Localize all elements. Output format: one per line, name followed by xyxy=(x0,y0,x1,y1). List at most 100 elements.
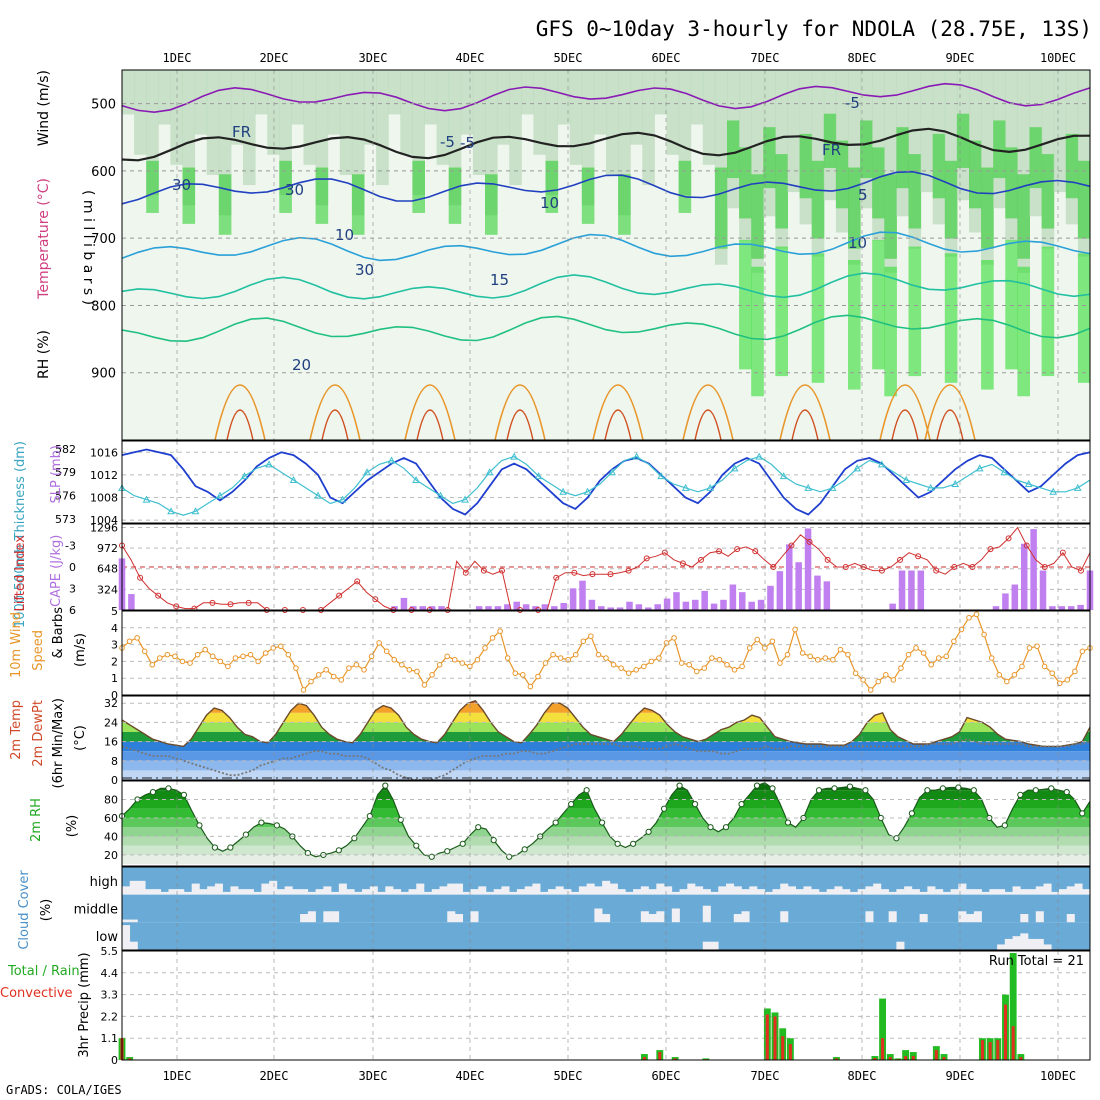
wind-speed-marker xyxy=(610,661,617,668)
lifted-marker xyxy=(951,564,958,570)
lifted-marker xyxy=(788,542,795,549)
rh-column xyxy=(884,70,897,397)
cloud-high-bar xyxy=(214,883,223,895)
wind-speed-marker xyxy=(383,648,390,655)
cloud-high-bar xyxy=(1059,889,1068,895)
rh-column xyxy=(291,70,304,125)
wind-speed-marker xyxy=(678,660,685,666)
top-day-label: 1DEC xyxy=(163,51,192,65)
wind-speed-marker xyxy=(202,646,208,653)
contour-label: -5 xyxy=(845,94,860,112)
cape-bar xyxy=(701,590,708,610)
warm-contour xyxy=(791,409,819,441)
rh-marker xyxy=(382,782,389,789)
cloud-high-bar xyxy=(485,891,495,895)
rh-column xyxy=(376,70,389,186)
warm-contour xyxy=(321,409,349,441)
wind-speed-marker xyxy=(399,661,405,668)
cape-bar xyxy=(532,606,539,610)
top-day-label: 5DEC xyxy=(554,51,583,65)
cape-bar xyxy=(767,585,774,610)
bottom-day-label: 4DEC xyxy=(456,1069,485,1083)
thickness-marker xyxy=(755,452,764,460)
lifted-marker xyxy=(625,567,632,574)
cloud-high-bar xyxy=(1074,883,1083,895)
wind-speed-marker xyxy=(209,653,216,660)
top-day-label: 6DEC xyxy=(652,51,681,65)
cloud-low-bar xyxy=(710,941,719,950)
thickness-marker xyxy=(485,468,494,476)
temp-tick-label: 24 xyxy=(104,716,118,729)
bottom-day-label: 3DEC xyxy=(359,1069,388,1083)
cape-bar xyxy=(823,581,831,610)
contour-label: 5 xyxy=(858,186,868,204)
thickness-marker xyxy=(706,483,714,491)
cloud-high-bar xyxy=(803,886,812,895)
panel-frame-slp xyxy=(121,440,1091,524)
wind-speed-marker xyxy=(814,656,821,663)
top-day-label: 4DEC xyxy=(456,51,485,65)
wind-speed-marker xyxy=(474,656,481,663)
cape-bar xyxy=(1067,606,1075,610)
lifted-marker xyxy=(933,567,940,574)
lifted-marker xyxy=(716,548,723,555)
wind-speed-marker xyxy=(852,670,859,676)
lifted-marker xyxy=(1041,564,1048,570)
wind-speed-marker xyxy=(527,683,534,690)
cape-bar xyxy=(579,580,586,610)
wind-speed-marker xyxy=(557,655,564,661)
wind-speed-marker xyxy=(913,645,919,651)
cloud-high-bar xyxy=(733,886,742,895)
cloud-high-bar xyxy=(362,889,371,895)
wind10-label-b: Speed xyxy=(31,630,46,671)
rh-column xyxy=(1017,70,1030,397)
cape-tick-label: 972 xyxy=(97,542,118,555)
wind-speed-marker xyxy=(134,635,140,641)
cloud-middle-bar xyxy=(966,914,975,923)
rh-marker xyxy=(784,819,792,826)
cloud-high-bar xyxy=(702,889,711,895)
warm-contour xyxy=(226,409,254,441)
lifted-marker xyxy=(770,564,777,570)
rh-column xyxy=(606,70,619,175)
cape-bar xyxy=(908,570,915,610)
thickness-marker xyxy=(1073,483,1082,491)
wind-speed-marker xyxy=(194,651,201,658)
cloud-low-bar xyxy=(122,925,131,950)
cloud-high-bar xyxy=(966,889,975,895)
cloud-middle-bar xyxy=(602,914,611,923)
temp-tick-label: 16 xyxy=(104,736,118,749)
thickness-marker xyxy=(583,487,592,495)
rh-marker xyxy=(428,853,435,860)
wind-speed-marker xyxy=(542,660,549,666)
cloud-high-bar xyxy=(602,880,611,895)
rh-marker xyxy=(180,791,188,798)
temp2m-label-c: (6hr Min/Max) xyxy=(51,698,66,788)
cape-bar xyxy=(485,606,492,610)
cape-bar xyxy=(692,599,699,610)
wind-speed-marker xyxy=(973,611,980,618)
cloud-high-bar xyxy=(315,889,324,895)
cloud-high-bar xyxy=(129,880,138,895)
precip-convective-bar xyxy=(881,1038,885,1060)
cloud-high-bar xyxy=(501,886,510,895)
cloud-high-bar xyxy=(284,886,293,895)
cloud-low-bar xyxy=(129,941,138,950)
cloud-low-bar xyxy=(1043,944,1052,950)
thickness-tick-label: 576 xyxy=(55,490,76,503)
rh-column xyxy=(497,70,510,145)
cloud-high-bar xyxy=(849,891,858,895)
rh-marker xyxy=(924,787,931,794)
wind-speed-marker xyxy=(338,677,345,683)
wind-speed-marker xyxy=(792,626,798,633)
rh-column xyxy=(436,70,450,165)
cape-bar xyxy=(569,588,577,610)
wind-speed-marker xyxy=(709,655,715,661)
cloud-high-bar xyxy=(896,889,905,895)
wind-speed-marker xyxy=(376,640,382,646)
cloud-high-bar xyxy=(927,886,936,895)
lifted-axis-label: Lifted Index xyxy=(13,535,28,612)
contour-label: -5 xyxy=(440,133,455,151)
panel-frame-cloud xyxy=(121,866,1091,951)
lifted-marker xyxy=(354,578,361,585)
